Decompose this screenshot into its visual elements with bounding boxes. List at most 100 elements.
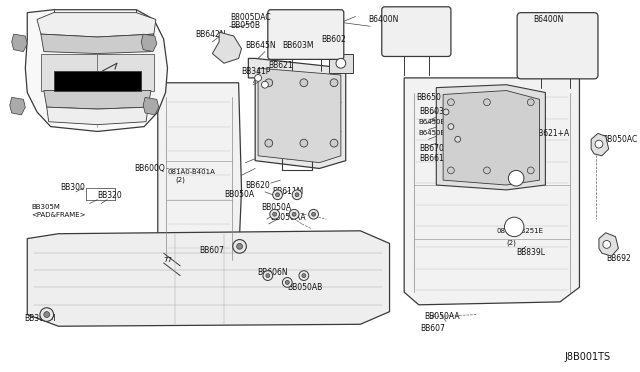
- Text: BB620: BB620: [245, 180, 270, 189]
- Circle shape: [595, 140, 603, 148]
- Text: 08120-B251E: 08120-B251E: [497, 228, 544, 234]
- Polygon shape: [47, 107, 148, 125]
- Polygon shape: [141, 34, 157, 52]
- FancyBboxPatch shape: [517, 13, 598, 79]
- Circle shape: [299, 271, 308, 280]
- Text: BB621: BB621: [268, 61, 292, 70]
- Circle shape: [330, 139, 338, 147]
- Circle shape: [292, 190, 302, 200]
- Text: B6400N: B6400N: [534, 15, 564, 24]
- Text: BB607: BB607: [200, 246, 225, 255]
- Polygon shape: [41, 54, 97, 90]
- Polygon shape: [28, 231, 390, 326]
- Polygon shape: [329, 54, 353, 73]
- Text: BB611M: BB611M: [273, 187, 304, 196]
- Circle shape: [447, 167, 454, 174]
- Text: BB050AC: BB050AC: [602, 135, 637, 144]
- Text: BB602+A: BB602+A: [458, 102, 494, 110]
- Circle shape: [265, 79, 273, 87]
- Text: 081A0-B401A: 081A0-B401A: [168, 169, 216, 175]
- Polygon shape: [248, 58, 346, 169]
- Text: B6450B: B6450B: [419, 131, 446, 137]
- Circle shape: [233, 240, 246, 253]
- Text: BB050AA: BB050AA: [271, 213, 307, 222]
- Circle shape: [330, 79, 338, 87]
- Text: BB621+A: BB621+A: [534, 129, 570, 138]
- Polygon shape: [44, 90, 151, 109]
- Circle shape: [285, 280, 289, 284]
- Circle shape: [300, 139, 308, 147]
- Circle shape: [255, 74, 262, 81]
- Polygon shape: [591, 134, 609, 156]
- Circle shape: [527, 167, 534, 174]
- Circle shape: [276, 193, 280, 197]
- Polygon shape: [41, 34, 154, 54]
- Text: BB692: BB692: [605, 254, 630, 263]
- Text: BB050A: BB050A: [224, 190, 254, 199]
- Text: B: B: [506, 224, 511, 230]
- Text: BB050AB: BB050AB: [287, 283, 323, 292]
- Text: BB607: BB607: [420, 324, 445, 333]
- Circle shape: [302, 274, 306, 278]
- Text: BB661: BB661: [419, 154, 444, 163]
- Text: BB600Q: BB600Q: [134, 164, 165, 173]
- Text: BB050B: BB050B: [230, 21, 260, 30]
- Polygon shape: [212, 32, 241, 63]
- Text: BB050A: BB050A: [261, 203, 291, 212]
- Circle shape: [308, 209, 319, 219]
- Text: BB341P: BB341P: [241, 67, 271, 76]
- FancyBboxPatch shape: [268, 10, 344, 60]
- Circle shape: [448, 124, 454, 129]
- Circle shape: [266, 274, 270, 278]
- Text: J8B001TS: J8B001TS: [565, 352, 611, 362]
- Circle shape: [44, 312, 50, 317]
- Text: (2): (2): [506, 239, 516, 246]
- Circle shape: [603, 241, 611, 248]
- Circle shape: [527, 99, 534, 106]
- Text: BB320: BB320: [97, 191, 122, 200]
- Circle shape: [273, 212, 276, 216]
- Polygon shape: [12, 34, 28, 52]
- Circle shape: [312, 212, 316, 216]
- Circle shape: [289, 209, 299, 219]
- Polygon shape: [26, 10, 168, 131]
- Circle shape: [265, 139, 273, 147]
- Circle shape: [484, 99, 490, 106]
- Circle shape: [292, 212, 296, 216]
- Text: BB645N: BB645N: [245, 41, 276, 50]
- Bar: [54, 71, 141, 90]
- Polygon shape: [404, 78, 579, 305]
- Text: <PAD&FRAME>: <PAD&FRAME>: [31, 212, 86, 218]
- Text: BB304M: BB304M: [24, 314, 56, 323]
- Text: B: B: [512, 174, 517, 183]
- Polygon shape: [443, 90, 540, 185]
- Circle shape: [273, 190, 282, 200]
- Polygon shape: [10, 97, 26, 115]
- Polygon shape: [143, 97, 159, 115]
- Polygon shape: [158, 83, 241, 273]
- Circle shape: [443, 109, 449, 115]
- Text: BB603NA: BB603NA: [419, 108, 454, 116]
- Circle shape: [262, 81, 268, 88]
- Polygon shape: [37, 13, 156, 37]
- Polygon shape: [258, 68, 341, 163]
- Text: (2): (2): [175, 177, 185, 183]
- Text: BB839L: BB839L: [516, 248, 545, 257]
- Circle shape: [40, 308, 54, 321]
- Circle shape: [237, 243, 243, 249]
- Circle shape: [508, 170, 524, 186]
- Circle shape: [455, 136, 461, 142]
- Polygon shape: [599, 233, 618, 256]
- Text: BB305M: BB305M: [31, 205, 60, 211]
- FancyBboxPatch shape: [382, 7, 451, 57]
- Circle shape: [504, 217, 524, 237]
- Text: BB642N: BB642N: [195, 29, 225, 39]
- Polygon shape: [97, 54, 154, 90]
- Text: B8005DAC: B8005DAC: [230, 13, 271, 22]
- Circle shape: [270, 209, 280, 219]
- Circle shape: [263, 271, 273, 280]
- Text: BB300: BB300: [60, 183, 85, 192]
- Circle shape: [295, 193, 299, 197]
- Text: BB670: BB670: [419, 144, 444, 154]
- Circle shape: [336, 58, 346, 68]
